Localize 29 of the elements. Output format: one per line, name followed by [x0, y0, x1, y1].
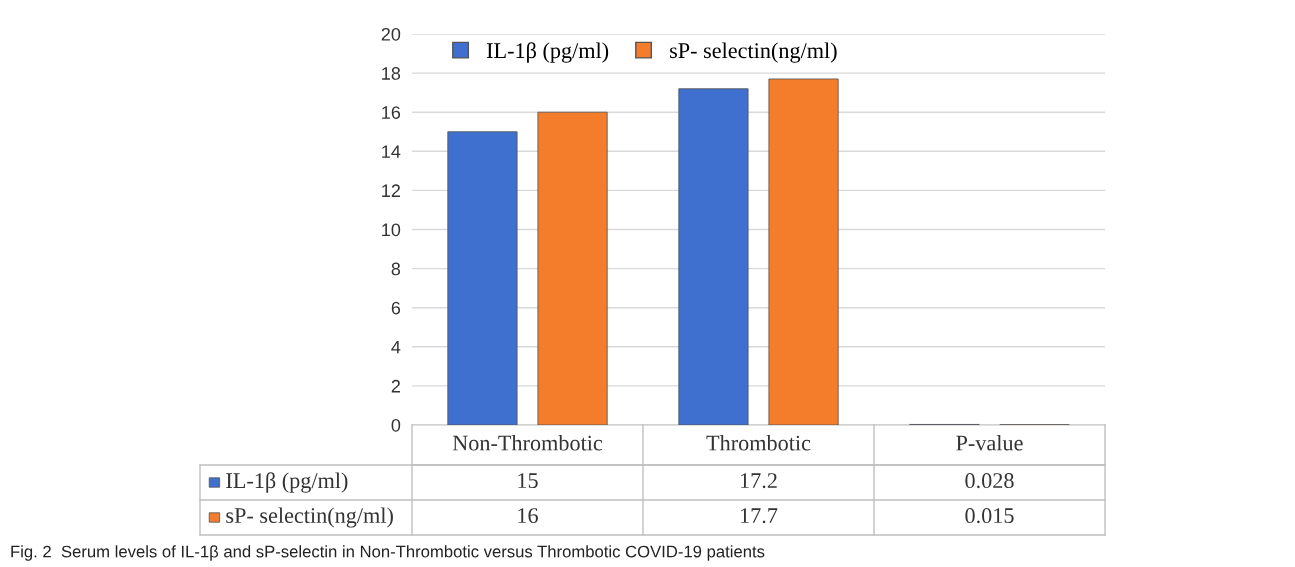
y-tick-label: 6	[391, 301, 401, 315]
y-tick-label: 14	[382, 145, 401, 158]
caption: Fig. 2 Serum levels of IL-1β and sP-selectin in Non-Thrombotic versus Thrombotic COVID-19 patients	[11, 545, 765, 561]
y-tick-label: 4	[391, 340, 401, 354]
y-tick-label: 18	[382, 67, 401, 80]
y-tick-label: 12	[382, 184, 400, 197]
bar	[447, 131, 518, 425]
bar	[537, 111, 608, 425]
y-tick-label: 2	[391, 379, 400, 393]
data-label: 0.015	[965, 508, 1014, 524]
y-tick-label: 16	[382, 106, 401, 119]
bar	[678, 88, 749, 425]
data-label: 17.2	[741, 473, 777, 489]
legend-label: sP- selectin(ng/ml)	[670, 42, 837, 63]
x-tick-label: Non-Thrombotic	[452, 434, 603, 451]
text: sP- selectin(ng/ml)	[226, 507, 393, 528]
bar	[768, 78, 839, 425]
data-label: 15	[518, 473, 538, 489]
y-tick-label: 0	[391, 418, 401, 432]
data-label: 17.7	[741, 508, 778, 524]
text: IL-1β (pg/ml)	[226, 472, 348, 493]
y-tick-label: 20	[381, 27, 401, 41]
y-tick-label: 10	[382, 223, 401, 237]
data-label: 0.028	[965, 473, 1014, 489]
y-tick-label: 8	[391, 262, 401, 276]
x-tick-label: P-value	[956, 434, 1023, 451]
x-tick-label: Thrombotic	[706, 434, 811, 451]
legend-label: IL-1β (pg/ml)	[486, 42, 609, 63]
data-label: 16	[518, 508, 538, 524]
